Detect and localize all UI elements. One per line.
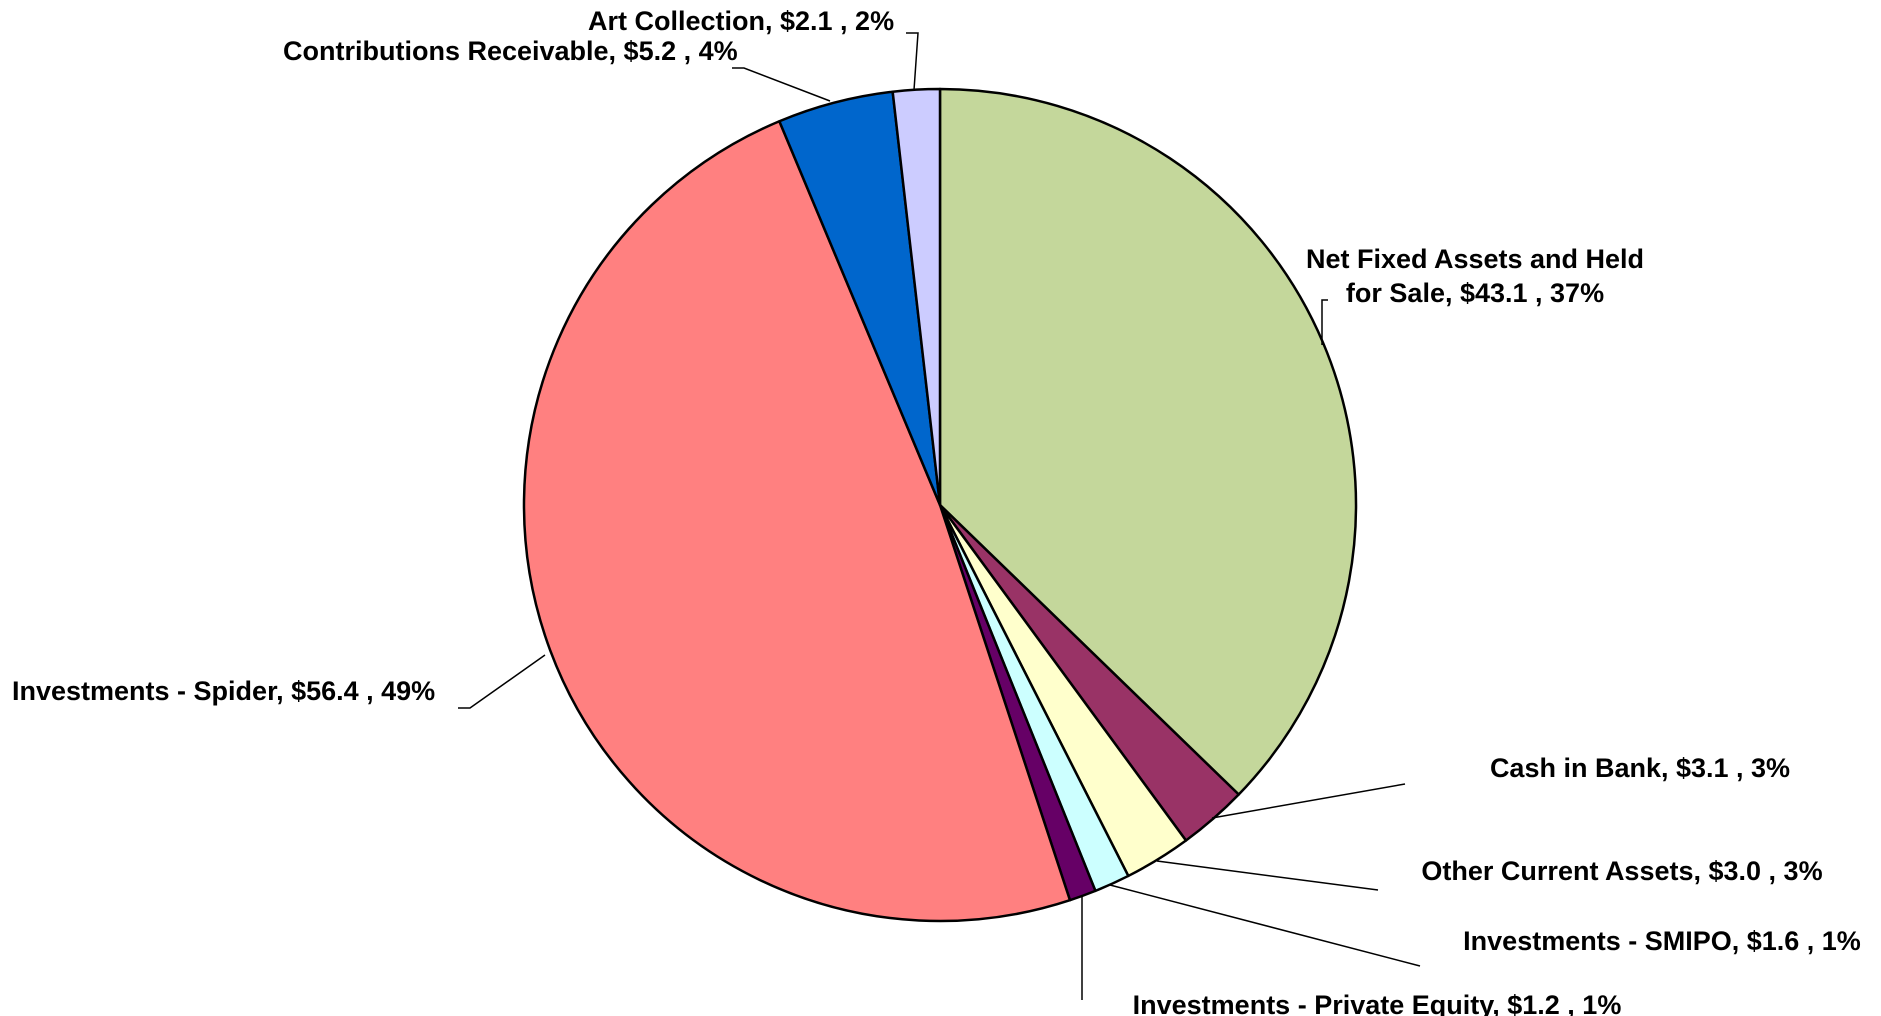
leader-line-investments-smipo: [1109, 884, 1421, 967]
slice-label-net-fixed-assets-and-held-for-sale: Net Fixed Assets and Held for Sale, $43.1…: [1306, 244, 1644, 308]
slice-label-cash-in-bank: Cash in Bank, $3.1 , 3%: [1490, 753, 1790, 783]
pie-slice-art-collection: [891, 87, 942, 507]
slice-label-line: Art Collection, $2.1 , 2%: [588, 6, 894, 36]
slice-label-line: Investments - Spider, $56.4 , 49%: [12, 676, 435, 706]
slice-label-line: for Sale, $43.1 , 37%: [1346, 278, 1604, 308]
leader-lines: [458, 32, 1421, 1000]
pie-slices: [522, 87, 1358, 923]
slice-label-line: Investments - Private Equity, $1.2 , 1%: [1133, 990, 1622, 1016]
slice-label-line: Contributions Receivable, $5.2 , 4%: [283, 36, 738, 66]
pie-slice-net-fixed-assets-and-held-for-sale: [938, 87, 1358, 796]
leader-line-other-current-assets: [1156, 860, 1379, 891]
leader-line-contributions-receivable: [732, 67, 831, 102]
leader-line-cash-in-bank: [1211, 783, 1406, 819]
slice-label-line: Investments - SMIPO, $1.6 , 1%: [1463, 926, 1861, 956]
slice-label-investments-smipo: Investments - SMIPO, $1.6 , 1%: [1463, 926, 1861, 956]
pie-slice-investments-spider: [522, 120, 1072, 923]
slice-label-investments-private-equity: Investments - Private Equity, $1.2 , 1%: [1133, 990, 1622, 1016]
leader-line-investments-spider: [458, 654, 546, 709]
leader-line-art-collection: [906, 32, 919, 91]
slice-label-investments-spider: Investments - Spider, $56.4 , 49%: [12, 676, 435, 706]
slice-label-line: Net Fixed Assets and Held: [1306, 244, 1644, 274]
slice-label-other-current-assets: Other Current Assets, $3.0 , 3%: [1421, 856, 1822, 886]
slice-labels: Net Fixed Assets and Held for Sale, $43.1…: [12, 6, 1861, 1016]
leader-line-net-fixed-assets-and-held-for-sale: [1321, 299, 1328, 345]
slice-label-contributions-receivable: Contributions Receivable, $5.2 , 4%: [283, 36, 738, 66]
slice-label-line: Cash in Bank, $3.1 , 3%: [1490, 753, 1790, 783]
slice-label-art-collection: Art Collection, $2.1 , 2%: [588, 6, 894, 36]
slice-label-line: Other Current Assets, $3.0 , 3%: [1421, 856, 1822, 886]
